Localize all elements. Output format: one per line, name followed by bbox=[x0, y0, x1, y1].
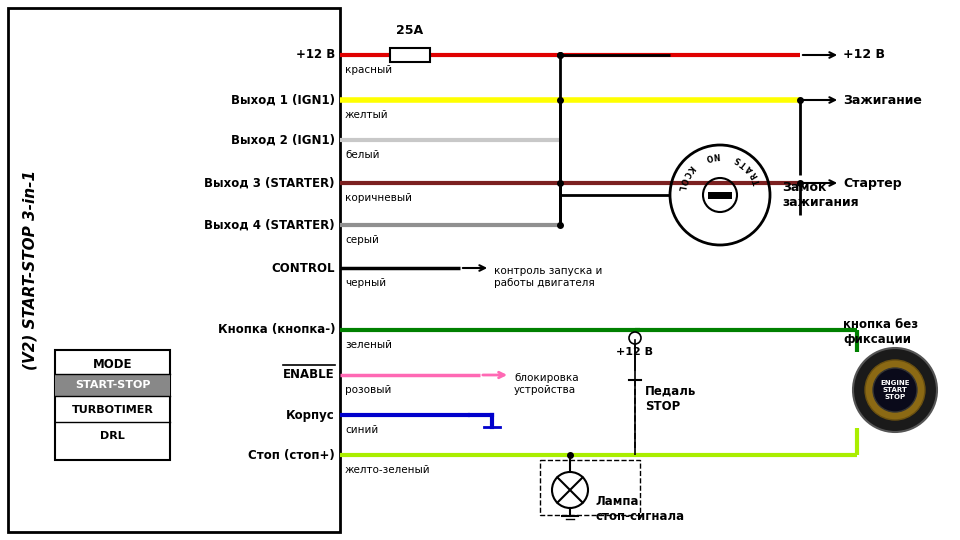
Text: DRL: DRL bbox=[100, 431, 125, 441]
Text: желтый: желтый bbox=[345, 110, 389, 120]
Text: Выход 3 (STARTER): Выход 3 (STARTER) bbox=[204, 177, 335, 190]
Text: ENGINE
START
STOP: ENGINE START STOP bbox=[880, 380, 910, 400]
Text: серый: серый bbox=[345, 235, 379, 245]
Text: +12 В: +12 В bbox=[616, 347, 654, 357]
Text: R: R bbox=[749, 170, 759, 179]
Text: T: T bbox=[739, 158, 750, 168]
Text: CONTROL: CONTROL bbox=[272, 261, 335, 274]
Text: Педаль
STOP: Педаль STOP bbox=[645, 385, 696, 413]
Text: O: O bbox=[705, 151, 713, 161]
Text: +12 В: +12 В bbox=[843, 49, 885, 62]
Text: Замок
зажигания: Замок зажигания bbox=[782, 181, 858, 209]
Text: Кнопка (кнопка-): Кнопка (кнопка-) bbox=[218, 323, 335, 336]
Text: Корпус: Корпус bbox=[286, 408, 335, 422]
Text: ENABLE: ENABLE bbox=[283, 368, 335, 381]
Text: Выход 4 (STARTER): Выход 4 (STARTER) bbox=[204, 219, 335, 232]
Bar bbox=[540, 460, 640, 515]
Text: блокировка
устройства: блокировка устройства bbox=[514, 373, 579, 395]
Bar bbox=[708, 192, 732, 199]
Text: Выход 1 (IGN1): Выход 1 (IGN1) bbox=[231, 93, 335, 106]
Text: START-STOP: START-STOP bbox=[75, 380, 151, 390]
Text: розовый: розовый bbox=[345, 385, 392, 395]
Text: белый: белый bbox=[345, 150, 379, 160]
Text: N: N bbox=[713, 150, 720, 160]
Text: O: O bbox=[677, 176, 688, 185]
Text: 25A: 25A bbox=[396, 24, 423, 37]
Bar bbox=[390, 48, 430, 62]
Text: K: K bbox=[685, 163, 696, 173]
Text: коричневый: коричневый bbox=[345, 193, 412, 203]
Text: A: A bbox=[745, 164, 756, 174]
Text: L: L bbox=[676, 185, 685, 191]
Text: C: C bbox=[681, 170, 691, 179]
Bar bbox=[55, 374, 170, 396]
Text: S: S bbox=[733, 154, 743, 165]
Text: зеленый: зеленый bbox=[345, 340, 392, 350]
Text: Лампа
стоп-сигнала: Лампа стоп-сигнала bbox=[595, 495, 684, 523]
Bar bbox=[55, 350, 170, 460]
Text: контроль запуска и
работы двигателя: контроль запуска и работы двигателя bbox=[494, 266, 602, 288]
Text: Стоп (стоп+): Стоп (стоп+) bbox=[249, 449, 335, 462]
Text: TURBOTIMER: TURBOTIMER bbox=[72, 405, 154, 415]
Text: +12 В: +12 В bbox=[296, 49, 335, 62]
Text: синий: синий bbox=[345, 425, 378, 435]
Text: черный: черный bbox=[345, 278, 386, 288]
Text: (V2) START-STOP 3-in-1: (V2) START-STOP 3-in-1 bbox=[22, 170, 37, 370]
Text: T: T bbox=[753, 177, 763, 185]
Text: Зажигание: Зажигание bbox=[843, 93, 922, 106]
Text: Выход 2 (IGN1): Выход 2 (IGN1) bbox=[231, 133, 335, 146]
Text: желто-зеленый: желто-зеленый bbox=[345, 465, 431, 475]
Circle shape bbox=[873, 368, 917, 412]
Text: Стартер: Стартер bbox=[843, 177, 901, 190]
Circle shape bbox=[853, 348, 937, 432]
Bar bbox=[8, 8, 340, 532]
Text: кнопка без
фиксации: кнопка без фиксации bbox=[843, 318, 918, 346]
Text: MODE: MODE bbox=[93, 357, 132, 370]
Text: красный: красный bbox=[345, 65, 392, 75]
Circle shape bbox=[865, 360, 925, 420]
